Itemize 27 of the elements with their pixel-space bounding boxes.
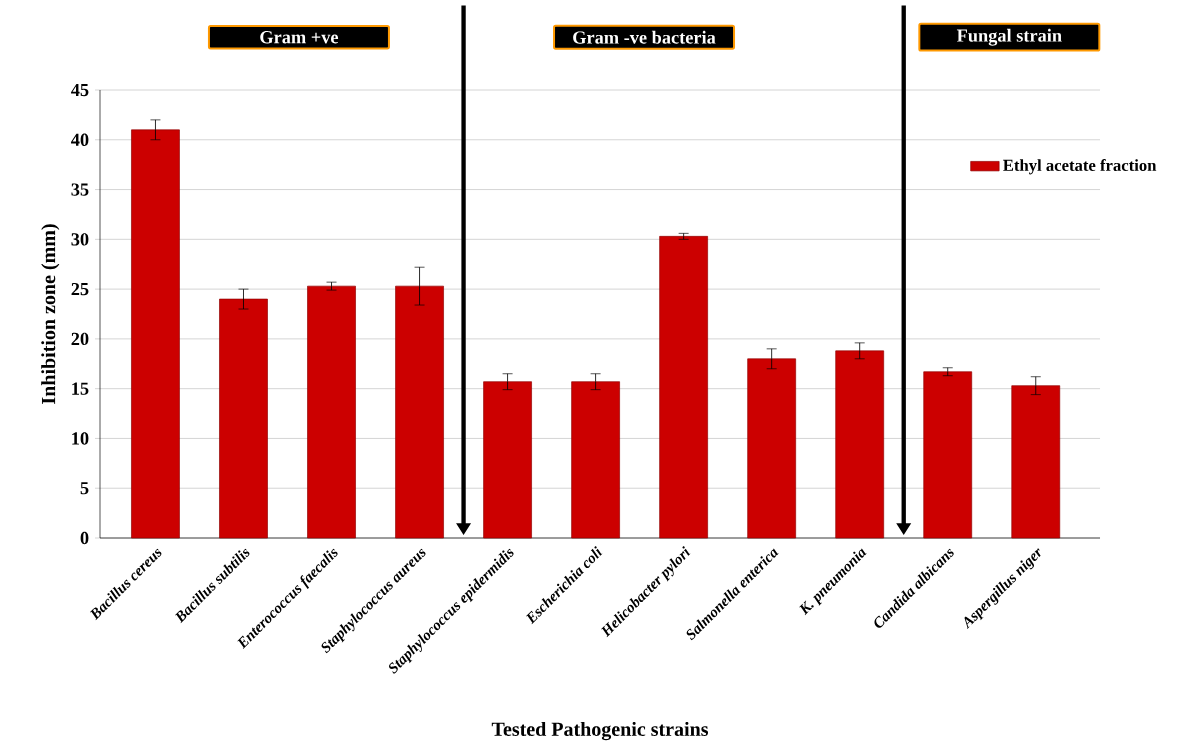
bar [307, 285, 356, 539]
y-tick-label: 30 [71, 233, 89, 246]
y-tick-label: 45 [71, 83, 89, 97]
y-tick-label: 0 [80, 531, 89, 545]
y-tick-label: 40 [71, 133, 89, 146]
text: Gram +ve [260, 31, 339, 44]
y-tick-label: 35 [71, 183, 89, 196]
y-axis-title: Inhibition zone (mm) [41, 224, 60, 404]
legend-label: Ethyl acetate fraction [1003, 159, 1157, 175]
text: Gram -ve bacteria [573, 30, 716, 44]
y-tick-label: 5 [80, 482, 89, 495]
bar [483, 381, 532, 539]
bar [659, 236, 708, 539]
bar [571, 381, 620, 539]
y-tick-label: 20 [71, 332, 89, 346]
bar [131, 129, 180, 539]
bar [395, 285, 444, 539]
y-tick-label: 15 [72, 382, 89, 395]
bar [835, 350, 885, 539]
bar [923, 371, 973, 539]
text: Fungal strain [956, 28, 1062, 46]
y-tick-label: 25 [71, 282, 89, 296]
x-axis-title: Tested Pathogenic strains [491, 721, 709, 741]
bar [747, 358, 796, 539]
bar [1011, 385, 1061, 539]
y-tick-label: 10 [72, 432, 89, 445]
bar [219, 298, 268, 539]
